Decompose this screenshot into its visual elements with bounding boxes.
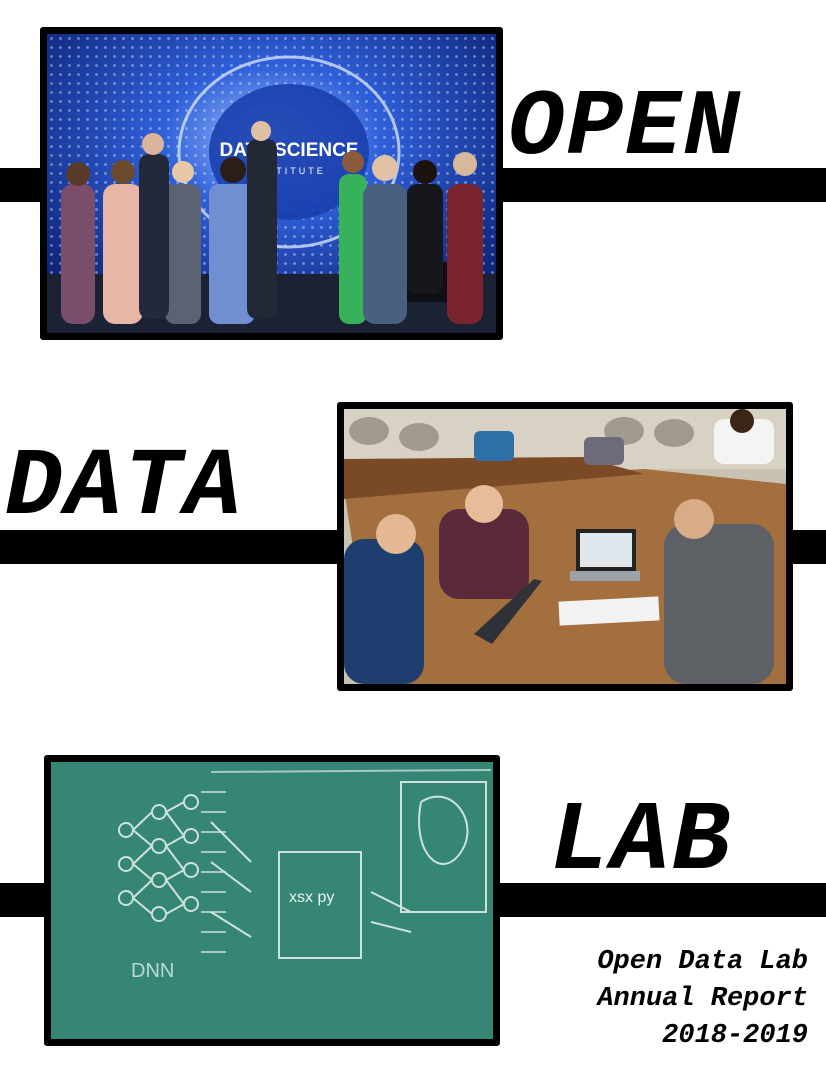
group-photo: DATA SCIENCE INSTITUTE [40,27,503,340]
subtitle-line-3: 2018-2019 [662,1021,808,1051]
chalk-label-dnn: DNN [131,960,174,982]
chalk-neural-network [118,781,487,959]
study-photo [337,402,793,691]
wall-sign-line2: INSTITUTE [252,166,326,176]
subtitle-line-2: Annual Report [597,984,808,1014]
study-photo-image [344,409,786,684]
title-word-data: DATA [5,433,244,542]
chalkboard-photo: xsx py DNN [44,755,500,1046]
group-photo-image: DATA SCIENCE INSTITUTE [47,34,496,333]
group-people [61,121,483,324]
study-people [344,409,774,684]
report-subtitle: Open Data Lab Annual Report 2018-2019 [597,944,808,1055]
title-word-open: OPEN [508,76,742,182]
subtitle-line-1: Open Data Lab [597,947,808,977]
chalk-label-box: xsx py [289,889,334,906]
chalkboard-photo-image: xsx py DNN [51,762,493,1039]
title-word-lab: LAB [550,787,733,898]
wall-sign-line1: DATA SCIENCE [220,140,359,161]
